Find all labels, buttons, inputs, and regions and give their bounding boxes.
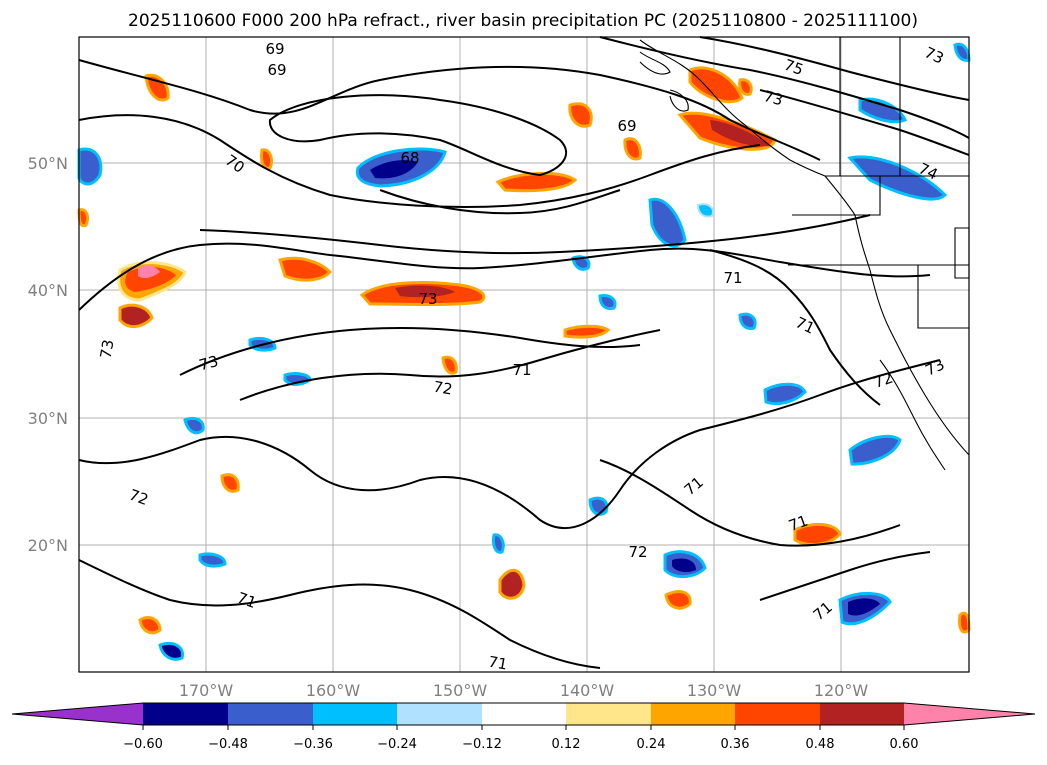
refractivity-contours (78, 36, 970, 669)
contour-label: 71 (723, 269, 742, 287)
colorbar-extend-low (12, 703, 143, 725)
colorbar-segment (313, 703, 397, 725)
contour-label: 68 (400, 149, 419, 167)
lon-label: 120°W (814, 681, 869, 700)
negative-anomaly-region (77, 42, 971, 661)
map-frame (78, 36, 970, 673)
contour-label: 73 (97, 338, 118, 360)
colorbar-tick-label: −0.36 (293, 737, 333, 752)
colorbar-extend-high (904, 703, 1035, 725)
contour-label: 71 (512, 361, 531, 379)
colorbar-tick-label: 0.12 (552, 737, 581, 752)
colorbar-segment (228, 703, 313, 725)
colorbar: −0.60 −0.48 −0.36 −0.24 −0.12 0.12 0.24 … (11, 702, 1036, 752)
lon-label: 170°W (179, 681, 234, 700)
lon-label: 160°W (306, 681, 361, 700)
contour-label: 69 (267, 61, 286, 79)
precip-pc-fills (77, 42, 971, 661)
colorbar-tick-label: 0.36 (721, 737, 750, 752)
colorbar-tick-label: −0.48 (208, 737, 248, 752)
lon-label: 150°W (433, 681, 488, 700)
colorbar-segment (651, 703, 735, 725)
colorbar-tick-label: −0.12 (462, 737, 502, 752)
colorbar-tick-label: 0.24 (637, 737, 666, 752)
contour-label: 71 (487, 653, 509, 674)
contour-label: 73 (418, 290, 437, 308)
contour-label: 71 (786, 512, 810, 535)
lon-label: 130°W (687, 681, 742, 700)
colorbar-tick-label: −0.60 (123, 737, 163, 752)
map-title: 2025110600 F000 200 hPa refract., river … (128, 11, 918, 31)
contour-label: 72 (628, 543, 647, 561)
contour-label: 75 (782, 56, 806, 79)
lat-label: 50°N (28, 154, 68, 173)
contour-label: 73 (197, 352, 220, 374)
positive-anomaly-region (77, 66, 971, 635)
longitude-labels: 170°W 160°W 150°W 140°W 130°W 120°W (179, 681, 869, 700)
contour-label: 72 (432, 378, 454, 399)
coastlines (639, 37, 970, 471)
colorbar-tick-label: −0.24 (377, 737, 417, 752)
contour-label: 73 (762, 87, 785, 109)
colorbar-segment (566, 703, 651, 725)
colorbar-tick-label: 0.60 (890, 737, 919, 752)
lat-label: 30°N (28, 409, 68, 428)
latitude-labels: 50°N 40°N 30°N 20°N (28, 154, 68, 555)
contour-label: 69 (265, 40, 284, 58)
lat-label: 40°N (28, 281, 68, 300)
colorbar-segment (735, 703, 820, 725)
contour-label: 72 (871, 369, 895, 392)
colorbar-segment (397, 703, 482, 725)
contour-label: 71 (235, 589, 259, 612)
colorbar-segment (820, 703, 904, 725)
contour-label: 69 (617, 117, 636, 135)
colorbar-segment (482, 703, 566, 725)
colorbar-segment (143, 703, 228, 725)
lon-label: 140°W (560, 681, 615, 700)
colorbar-tick-label: 0.48 (806, 737, 835, 752)
contour-label: 72 (127, 486, 151, 509)
lat-label: 20°N (28, 536, 68, 555)
